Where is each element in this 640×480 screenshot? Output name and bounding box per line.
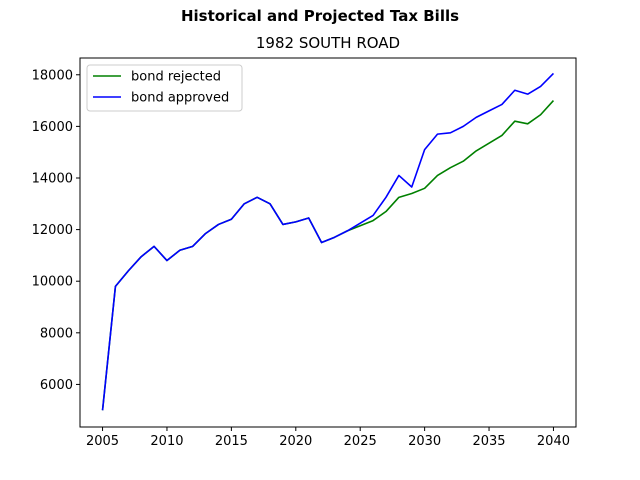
x-tick-label: 2005: [86, 434, 119, 449]
legend: bond rejected bond approved: [86, 64, 243, 112]
x-tick-label: 2030: [408, 434, 441, 449]
legend-label: bond approved: [131, 91, 229, 106]
x-axis: 2005 2010 2015 2020 2025 2030 2035 2040: [86, 427, 570, 449]
x-tick-label: 2010: [150, 434, 183, 449]
chart-suptitle: Historical and Projected Tax Bills: [180, 7, 460, 25]
y-tick-label: 6000: [40, 378, 73, 393]
y-tick-label: 8000: [40, 326, 73, 341]
x-tick-label: 2015: [215, 434, 248, 449]
y-tick-label: 18000: [32, 68, 73, 83]
x-tick-label: 2025: [344, 434, 377, 449]
x-tick-label: 2020: [279, 434, 312, 449]
y-tick-label: 10000: [32, 275, 73, 290]
y-tick-label: 12000: [32, 223, 73, 238]
legend-box: [86, 64, 243, 112]
y-axis: 6000 8000 10000 12000 14000 16000 18000: [32, 68, 80, 393]
x-tick-label: 2040: [537, 434, 570, 449]
y-tick-label: 14000: [32, 171, 73, 186]
legend-label: bond rejected: [131, 70, 221, 85]
series-layer: [101, 72, 555, 411]
y-tick-label: 16000: [32, 120, 73, 135]
series-line-bond-rejected: [101, 100, 555, 411]
chart-title: 1982 SOUTH ROAD: [255, 34, 401, 52]
series-line-bond-approved: [101, 72, 555, 411]
x-tick-label: 2035: [472, 434, 505, 449]
plot-frame: [79, 57, 577, 428]
